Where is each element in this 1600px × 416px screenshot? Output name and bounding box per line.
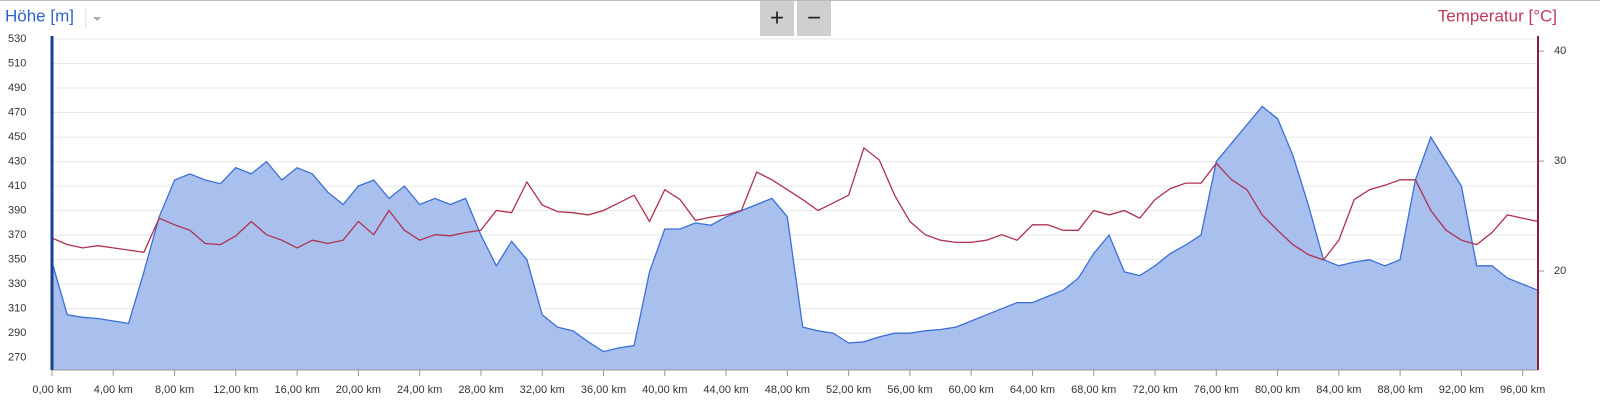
y-axis-title: Höhe [m] — [5, 6, 74, 25]
y-tick-label: 330 — [8, 278, 26, 290]
x-tick-label: 44,00 km — [703, 384, 748, 396]
x-tick-label: 24,00 km — [397, 384, 442, 396]
x-tick-label: 40,00 km — [642, 384, 687, 396]
y2-tick-label: 30 — [1554, 155, 1566, 167]
x-tick-label: 68,00 km — [1071, 384, 1116, 396]
x-tick-label: 56,00 km — [887, 384, 932, 396]
y-tick-label: 430 — [8, 155, 26, 167]
x-tick-label: 48,00 km — [765, 384, 810, 396]
x-tick-label: 20,00 km — [336, 384, 381, 396]
y-tick-label: 290 — [8, 327, 26, 339]
y2-axis-title: Temperatur [°C] — [1438, 6, 1557, 25]
y-tick-label: 390 — [8, 205, 26, 217]
area-line — [51, 105, 1539, 353]
zoom-in-button[interactable] — [760, 1, 794, 36]
y-tick-label: 270 — [8, 352, 26, 364]
y-tick-label: 470 — [8, 106, 26, 118]
y-tick-label: 450 — [8, 131, 26, 143]
y-tick-label: 510 — [8, 57, 26, 69]
x-tick-label: 12,00 km — [213, 384, 258, 396]
y-tick-label: 530 — [8, 33, 26, 45]
x-tick-label: 80,00 km — [1255, 384, 1300, 396]
x-tick-label: 60,00 km — [949, 384, 994, 396]
area-fill — [52, 106, 1538, 371]
x-tick-label: 32,00 km — [520, 384, 565, 396]
x-tick-label: 8,00 km — [155, 384, 194, 396]
dropdown-caret[interactable] — [93, 17, 101, 21]
x-tick-label: 92,00 km — [1439, 384, 1484, 396]
y-tick-label: 350 — [8, 254, 26, 266]
x-tick-label: 76,00 km — [1194, 384, 1239, 396]
y-tick-label: 410 — [8, 180, 26, 192]
x-tick-label: 64,00 km — [1010, 384, 1055, 396]
zoom-out-button[interactable] — [797, 1, 831, 36]
x-tick-label: 28,00 km — [458, 384, 503, 396]
x-tick-label: 84,00 km — [1316, 384, 1361, 396]
x-tick-label: 4,00 km — [94, 384, 133, 396]
y-tick-label: 490 — [8, 82, 26, 94]
zoom-in-label[interactable]: + — [770, 4, 784, 31]
zoom-out-label[interactable]: − — [807, 4, 821, 31]
y-tick-label: 370 — [8, 229, 26, 241]
x-tick-label: 36,00 km — [581, 384, 626, 396]
x-tick-label: 0,00 km — [32, 384, 71, 396]
x-tick-label: 88,00 km — [1377, 384, 1422, 396]
y2-tick-label: 20 — [1554, 265, 1566, 277]
x-tick-label: 72,00 km — [1132, 384, 1177, 396]
y2-tick-label: 40 — [1554, 45, 1566, 57]
temperature-line — [51, 146, 1539, 261]
x-tick-label: 96,00 km — [1500, 384, 1545, 396]
y-tick-label: 310 — [8, 303, 26, 315]
x-tick-label: 16,00 km — [274, 384, 319, 396]
x-tick-label: 52,00 km — [826, 384, 871, 396]
